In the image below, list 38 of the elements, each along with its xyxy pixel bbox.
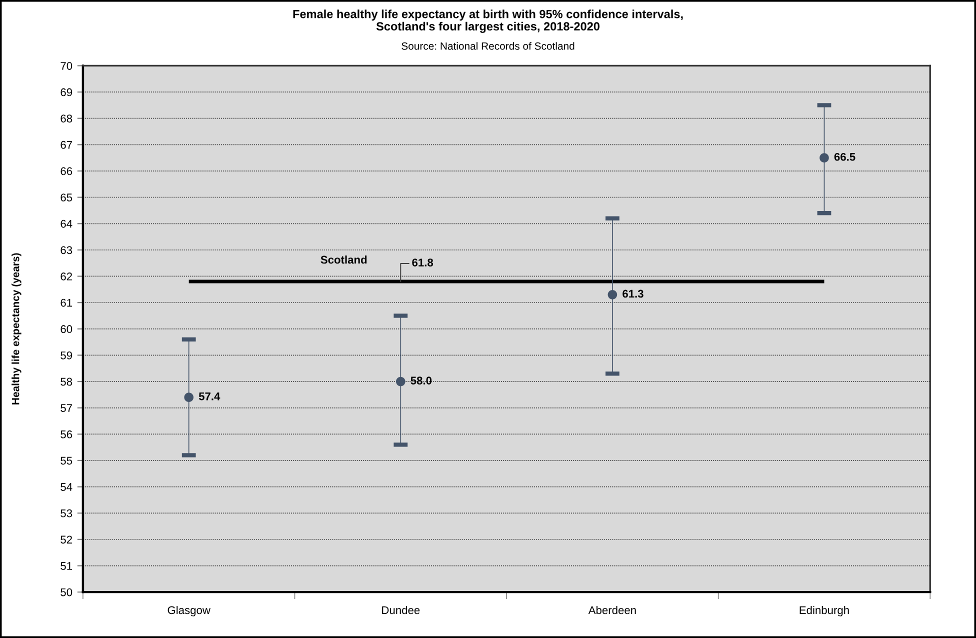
chart-title: Female healthy life expectancy at birth with 95% confidence intervals, Scotland's four largest cities, 2018-2020 bbox=[293, 10, 683, 33]
y-tick-label: 57 bbox=[60, 404, 72, 412]
point bbox=[184, 392, 194, 402]
chart-subtitle: Source: National Records of Scotland bbox=[402, 42, 574, 50]
point bbox=[396, 376, 406, 386]
y-tick-label: 65 bbox=[60, 194, 72, 202]
x-tick-label: Dundee bbox=[382, 606, 420, 614]
y-axis-title: Healthy life expectancy (years) bbox=[12, 253, 22, 404]
y-tick-label: 51 bbox=[60, 562, 72, 570]
y-tick-label: 63 bbox=[60, 246, 72, 254]
point bbox=[820, 153, 829, 162]
y-tick-label: 50 bbox=[60, 588, 72, 596]
y-tick-label: 67 bbox=[60, 140, 72, 149]
y-tick-label: 66 bbox=[60, 167, 72, 176]
y-tick-label: 62 bbox=[60, 272, 72, 280]
point bbox=[608, 290, 618, 300]
y-tick-label: 53 bbox=[60, 509, 72, 518]
data-label: 66.5 bbox=[834, 152, 856, 161]
x-tick-label: Aberdeen bbox=[588, 606, 636, 614]
x-tick-label: Edinburgh bbox=[800, 606, 849, 616]
y-tick-label: 54 bbox=[60, 483, 72, 491]
y-tick-label: 59 bbox=[60, 351, 72, 360]
data-label: 57.4 bbox=[198, 392, 220, 400]
series-label: Scotland bbox=[320, 256, 367, 264]
y-tick-label: 61 bbox=[60, 298, 72, 307]
y-tick-label: 70 bbox=[60, 62, 72, 70]
y-tick-label: 60 bbox=[60, 325, 72, 334]
y-tick-label: 64 bbox=[60, 220, 72, 228]
y-tick-label: 52 bbox=[60, 536, 72, 544]
data-label: 58.0 bbox=[410, 376, 432, 385]
data-label: 61.8 bbox=[412, 258, 434, 266]
y-tick-label: 58 bbox=[60, 378, 72, 386]
y-tick-label: 56 bbox=[60, 430, 72, 438]
x-tick-label: Glasgow bbox=[168, 606, 210, 616]
data-label: 61.3 bbox=[622, 290, 644, 298]
y-tick-label: 55 bbox=[60, 456, 72, 465]
y-tick-label: 68 bbox=[60, 114, 72, 122]
y-tick-label: 69 bbox=[60, 88, 72, 96]
